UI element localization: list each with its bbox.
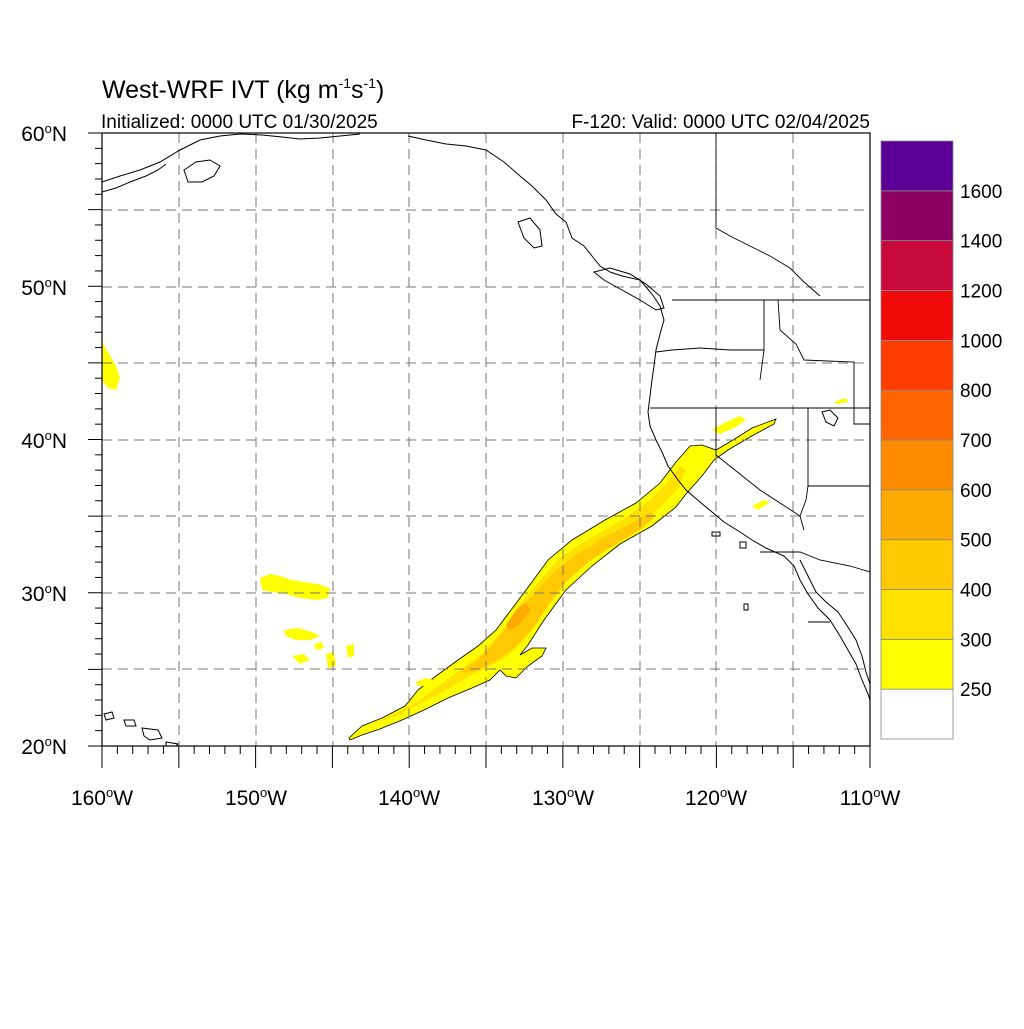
wa-id-border	[759, 300, 765, 381]
ivt-300-contour	[372, 466, 686, 724]
colorbar-bin	[880, 190, 954, 242]
colorbar-label: 700	[960, 431, 992, 452]
alaska-peninsula-coast	[102, 163, 167, 193]
colorbar-label: 400	[960, 581, 992, 602]
ivt-patch-west	[102, 342, 120, 390]
ivt-patch-central-6	[314, 642, 324, 650]
id-mt-border	[777, 299, 870, 425]
colorbar-bin	[880, 389, 954, 441]
hawaii-island-4	[165, 741, 180, 746]
colorbar-labels: 250 300 400 500 600 700 800 1000 1200 1400 1600	[960, 182, 1002, 701]
longitude-labels: 160oW 150oW 140oW 130oW 120oW 110oW	[71, 785, 901, 810]
colorbar-label: 1400	[960, 232, 1002, 253]
colorbar	[880, 140, 954, 740]
lat-label-60: 60oN	[21, 121, 67, 146]
gulf-alaska-coast	[407, 135, 870, 701]
colorbar-bin	[880, 638, 954, 690]
lat-label-50: 50oN	[21, 275, 67, 300]
ivt-400-contour	[460, 512, 656, 672]
axis-ticks	[88, 132, 871, 768]
init-time-label: Initialized: 0000 UTC 01/30/2025	[101, 112, 378, 133]
colorbar-bin	[880, 489, 954, 541]
alaska-coast	[102, 133, 361, 183]
hawaii-island-3	[141, 727, 163, 741]
colorbar-bin	[880, 589, 954, 640]
vancouver-island	[592, 267, 665, 311]
graticule	[102, 133, 870, 746]
ivt-patch-idaho	[834, 398, 848, 404]
colorbar-bin	[880, 140, 954, 192]
great-salt-lake	[821, 409, 839, 427]
lat-label-30: 30oN	[21, 581, 67, 606]
colorbar-bin	[880, 290, 954, 341]
channel-islands	[711, 531, 747, 549]
colorbar-bin	[880, 688, 954, 740]
political-borders	[650, 133, 870, 623]
az-border	[799, 485, 809, 517]
haida-gwaii	[517, 217, 543, 249]
baja-gulf-coast	[799, 559, 870, 685]
colorbar-label: 800	[960, 381, 992, 402]
lon-label-130: 130oW	[532, 785, 594, 810]
map-plot-area	[102, 133, 870, 746]
lon-label-110: 110oW	[840, 785, 901, 810]
colorbar-label: 300	[960, 630, 992, 651]
kodiak-island	[183, 159, 221, 183]
colorbar-label: 1000	[960, 331, 1002, 352]
lon-label-140: 140oW	[378, 785, 440, 810]
ca-nv-border	[715, 408, 805, 531]
alaska-canada-border	[715, 133, 821, 297]
sea-of-cortez-island	[743, 603, 749, 611]
latitude-labels: 60oN 50oN 40oN 30oN 20oN	[21, 121, 67, 759]
map-title: West-WRF IVT (kg m-1s-1)	[102, 75, 384, 104]
coastlines	[102, 133, 870, 746]
colorbar-bin	[880, 539, 954, 590]
colorbar-bin	[880, 439, 954, 491]
ivt-patch-central-5	[346, 644, 354, 658]
ivt-patch-central-2	[284, 628, 320, 640]
colorbar-label: 1200	[960, 282, 1002, 303]
lon-label-150: 150oW	[225, 785, 287, 810]
lat-label-40: 40oN	[21, 428, 67, 453]
colorbar-bin	[880, 339, 954, 391]
lat-label-20: 20oN	[21, 734, 67, 759]
us-mexico-border	[760, 551, 870, 573]
colorbar-label: 250	[960, 680, 992, 701]
ivt-500-contour	[506, 602, 530, 630]
ivt-patch-arizona	[752, 500, 770, 510]
ivt-400-patch-2	[590, 526, 632, 556]
ivt-patch-sw-island	[416, 678, 434, 686]
valid-time-label: F-120: Valid: 0000 UTC 02/04/2025	[571, 112, 870, 133]
colorbar-label: 500	[960, 531, 992, 552]
lon-label-160: 160oW	[71, 785, 133, 810]
colorbar-label: 1600	[960, 182, 1002, 203]
ivt-patch-nevada	[712, 416, 746, 434]
ivt-patch-central-3	[292, 654, 310, 664]
colorbar-bin	[880, 240, 954, 291]
hawaii-island-2	[123, 719, 137, 727]
hawaii-island-1	[103, 711, 115, 721]
lon-label-120: 120oW	[685, 785, 747, 810]
wa-or-border	[655, 347, 764, 353]
colorbar-label: 600	[960, 481, 992, 502]
